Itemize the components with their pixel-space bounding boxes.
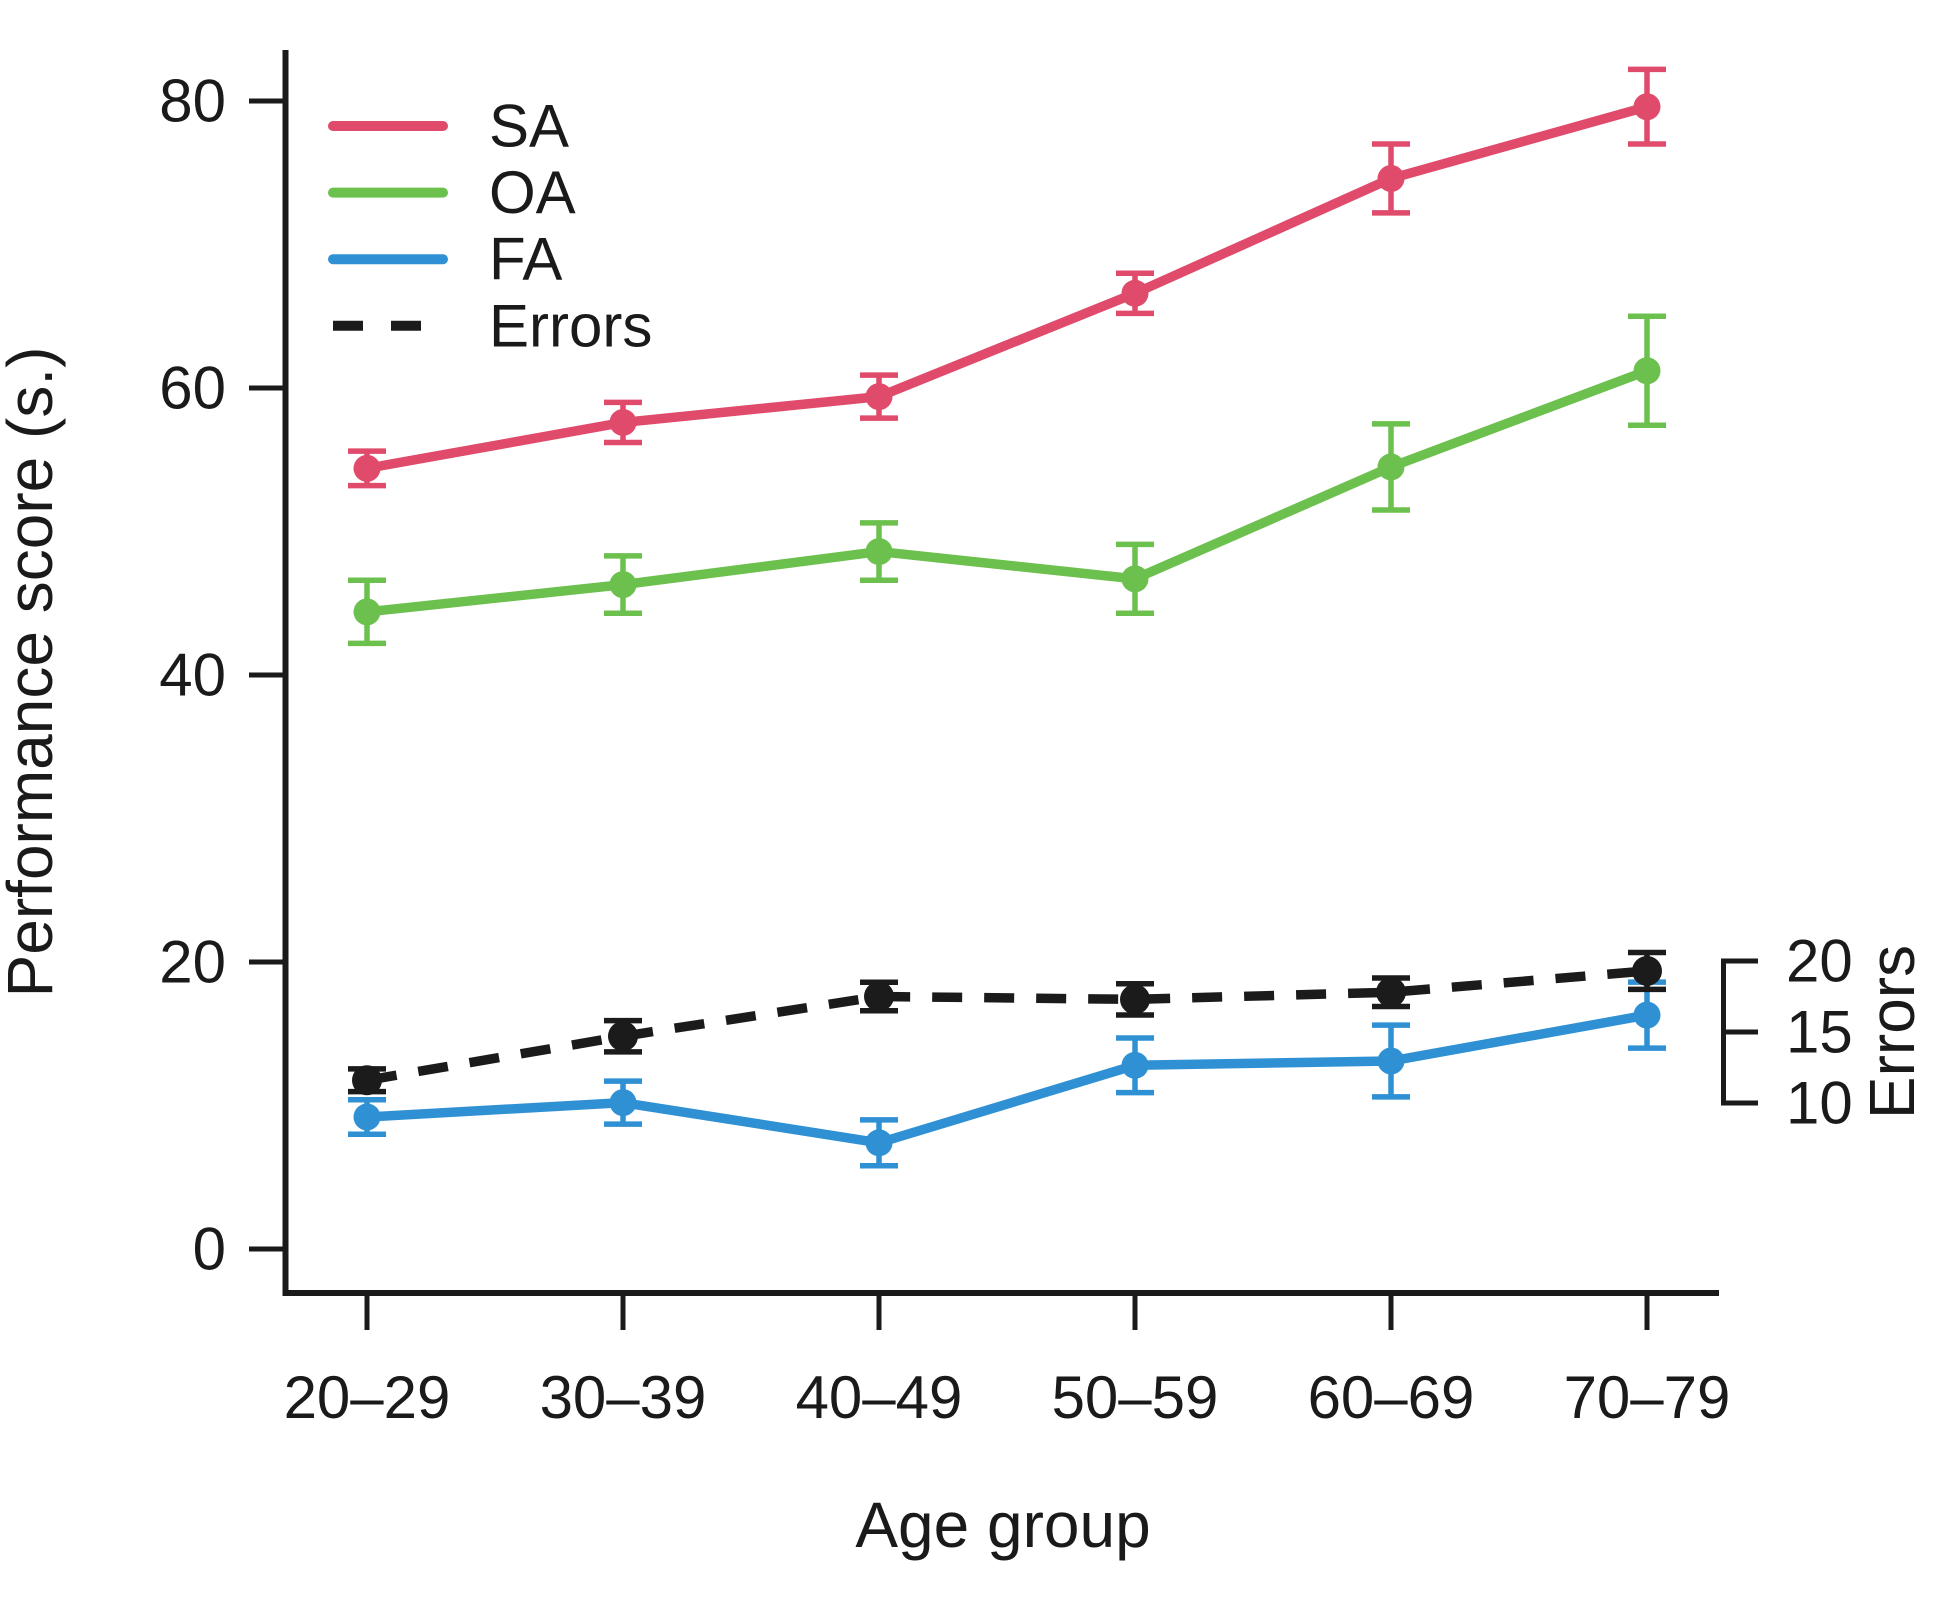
- legend-label-SA: SA: [489, 93, 569, 160]
- x-tick-label: 40–49: [796, 1364, 963, 1431]
- data-point-Errors: [608, 1021, 638, 1052]
- data-point-OA: [1121, 565, 1149, 593]
- data-point-FA: [1121, 1051, 1149, 1079]
- data-point-SA: [353, 454, 381, 482]
- data-point-SA: [865, 383, 893, 411]
- data-point-OA: [353, 598, 381, 626]
- data-point-OA: [1377, 453, 1405, 481]
- y-tick-label: 40: [159, 642, 226, 709]
- x-tick-label: 20–29: [284, 1364, 451, 1431]
- data-point-SA: [609, 408, 637, 436]
- series-line-FA: [366, 1010, 1648, 1148]
- data-point-Errors: [1120, 984, 1150, 1015]
- data-point-FA: [1633, 1001, 1661, 1029]
- y-axis-title: Performance score (s.): [0, 347, 66, 998]
- x-tick-label: 60–69: [1308, 1364, 1475, 1431]
- chart-generated-content: 0 20 40 60 80 20–29 30–39 40–49 50–59 60–69 70–79 1…: [159, 50, 1853, 1431]
- data-point-OA: [609, 571, 637, 599]
- data-point-FA: [353, 1103, 381, 1131]
- series-line-OA: [366, 366, 1649, 617]
- x-tick-label: 50–59: [1052, 1364, 1219, 1431]
- right-axis-title: Errors: [1856, 945, 1928, 1119]
- x-axis-title: Age group: [855, 1489, 1150, 1561]
- legend-label-FA: FA: [489, 226, 562, 293]
- x-tick-label: 30–39: [540, 1364, 707, 1431]
- right-axis-tick-label: 20: [1786, 928, 1853, 995]
- data-point-SA: [1377, 164, 1405, 192]
- legend-label-Errors: Errors: [489, 292, 652, 359]
- data-point-FA: [609, 1089, 637, 1117]
- data-point-Errors: [1376, 977, 1406, 1008]
- legend-label-OA: OA: [489, 159, 576, 226]
- right-axis-tick-label: 10: [1786, 1070, 1853, 1137]
- x-tick-label: 70–79: [1564, 1364, 1731, 1431]
- data-point-Errors: [864, 981, 894, 1012]
- y-tick-label: 60: [159, 355, 226, 422]
- data-point-Errors: [1632, 955, 1662, 986]
- data-point-SA: [1121, 279, 1149, 307]
- right-axis-tick-label: 15: [1786, 999, 1853, 1066]
- data-point-Errors: [352, 1065, 382, 1096]
- data-point-FA: [1377, 1047, 1405, 1075]
- series-line-Errors: [366, 966, 1648, 1085]
- data-point-FA: [865, 1129, 893, 1157]
- data-point-SA: [1633, 93, 1661, 121]
- data-point-OA: [865, 538, 893, 566]
- series-line-SA: [366, 102, 1649, 474]
- y-tick-label: 0: [193, 1216, 226, 1283]
- data-point-OA: [1633, 357, 1661, 385]
- y-tick-label: 80: [159, 68, 226, 135]
- y-tick-label: 20: [159, 929, 226, 996]
